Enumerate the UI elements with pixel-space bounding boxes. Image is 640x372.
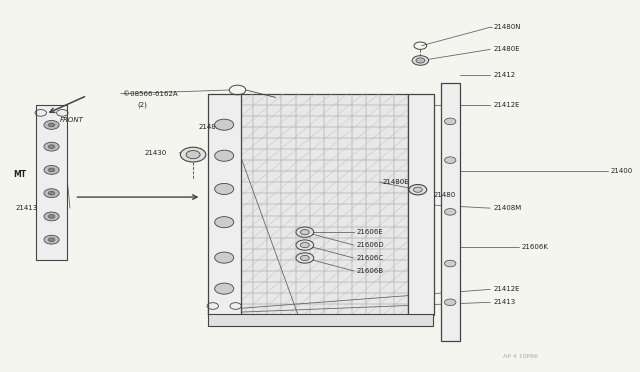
Circle shape <box>44 121 59 129</box>
Text: 21413: 21413 <box>493 299 516 305</box>
Text: 21412: 21412 <box>493 72 515 78</box>
Circle shape <box>186 151 200 159</box>
Bar <box>441 83 460 341</box>
Circle shape <box>44 166 59 174</box>
Circle shape <box>296 253 314 263</box>
Text: 21412E: 21412E <box>493 286 520 292</box>
Text: 21488O: 21488O <box>198 124 226 130</box>
Circle shape <box>214 150 234 161</box>
Circle shape <box>214 183 234 195</box>
Circle shape <box>180 147 206 162</box>
Text: 21480E: 21480E <box>382 179 409 185</box>
Circle shape <box>214 252 234 263</box>
Circle shape <box>300 243 309 248</box>
Circle shape <box>300 230 309 235</box>
Bar <box>208 314 433 326</box>
Text: 21480N: 21480N <box>493 24 521 30</box>
Circle shape <box>409 185 427 195</box>
Circle shape <box>214 283 234 294</box>
Circle shape <box>445 260 456 267</box>
Text: 21606E: 21606E <box>357 229 383 235</box>
Bar <box>239 94 408 315</box>
Circle shape <box>49 238 54 241</box>
Text: 21606K: 21606K <box>522 244 549 250</box>
Circle shape <box>49 123 54 127</box>
Circle shape <box>214 217 234 228</box>
Text: 21606B: 21606B <box>357 268 384 274</box>
Circle shape <box>44 189 59 198</box>
Circle shape <box>445 299 456 306</box>
Circle shape <box>445 209 456 215</box>
Text: 21430: 21430 <box>144 150 166 156</box>
Circle shape <box>44 142 59 151</box>
Circle shape <box>445 157 456 163</box>
Circle shape <box>44 212 59 221</box>
Text: (2): (2) <box>138 102 148 108</box>
Text: AP 4 10P66: AP 4 10P66 <box>503 354 538 359</box>
Text: FRONT: FRONT <box>60 116 84 122</box>
Circle shape <box>300 256 309 260</box>
Bar <box>208 94 241 315</box>
Text: 21400: 21400 <box>611 168 633 174</box>
Text: ©08566-6162A: ©08566-6162A <box>124 91 178 97</box>
Circle shape <box>49 191 54 195</box>
Circle shape <box>413 187 422 192</box>
Text: 21606D: 21606D <box>357 242 385 248</box>
Circle shape <box>44 235 59 244</box>
Bar <box>408 94 435 315</box>
Circle shape <box>416 58 425 63</box>
Circle shape <box>296 240 314 250</box>
Circle shape <box>49 215 54 218</box>
Text: 21412E: 21412E <box>493 102 520 108</box>
Text: 21480: 21480 <box>433 192 455 198</box>
Text: 21480E: 21480E <box>493 46 520 52</box>
Circle shape <box>445 118 456 125</box>
Circle shape <box>214 119 234 130</box>
Text: 21606C: 21606C <box>357 255 384 261</box>
Bar <box>36 105 67 260</box>
Text: 21413: 21413 <box>15 205 38 211</box>
Circle shape <box>296 227 314 237</box>
Circle shape <box>49 145 54 148</box>
Circle shape <box>412 56 429 65</box>
Circle shape <box>49 168 54 172</box>
Text: MT: MT <box>13 170 26 179</box>
Text: 21408M: 21408M <box>493 205 522 211</box>
